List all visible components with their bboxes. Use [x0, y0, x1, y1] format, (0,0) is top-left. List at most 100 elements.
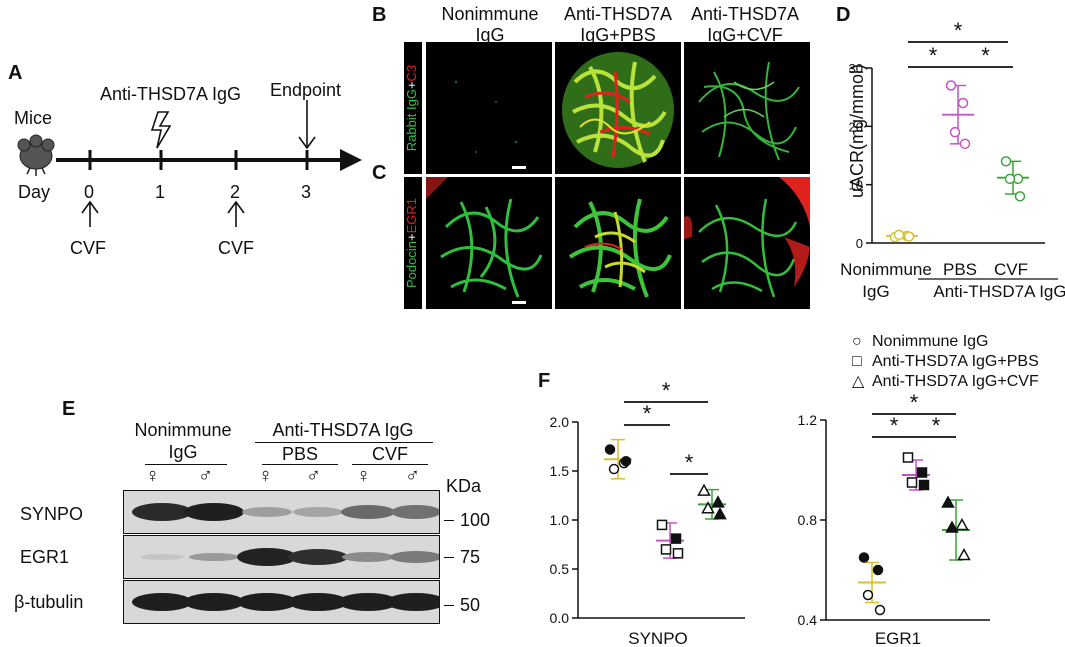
panel-label-f: F: [538, 370, 551, 392]
timeline-arrowhead: [340, 149, 362, 171]
stain-label-c-bar: Podocin+EGR1: [404, 177, 422, 309]
chart-egr1-sig-0-star: *: [910, 390, 919, 415]
cvf-label-day0: CVF: [70, 238, 106, 258]
chart-synpo-point: [701, 501, 715, 514]
panel-label-d: D: [836, 4, 851, 26]
chart-egr1-point: [902, 452, 914, 463]
panel-label-c: C: [372, 162, 387, 184]
blot-group1-line2: IgG: [168, 442, 198, 462]
chart-synpo-point: [608, 463, 620, 475]
uacr-point: [945, 80, 957, 91]
uacr-point: [903, 231, 915, 242]
sex-male-1: ♂: [198, 465, 213, 487]
uacr-sig-1vs3-star: *: [954, 18, 963, 43]
chart-synpo-sig-1-star: *: [643, 401, 652, 426]
synpo-chart: 0.0 0.5 1.0 1.5 2.0 * * * SYNPO: [550, 378, 745, 647]
chart-egr1-sig-2-star: *: [932, 413, 941, 438]
chart-egr1-point: [858, 552, 870, 563]
panel-label-b: B: [372, 4, 387, 26]
column-header-pbs: Anti-THSD7A IgG+PBS: [563, 4, 673, 45]
uacr-tick-label-0: 0: [856, 236, 863, 251]
chart-egr1-point: [918, 479, 930, 491]
mice-label: Mice: [14, 108, 53, 128]
sex-male-2: ♂: [306, 465, 321, 487]
chart-synpo-point: [672, 548, 684, 559]
chart-egr1-point: [957, 547, 971, 561]
chart-synpo-point: [713, 507, 727, 520]
micrograph-c-nonimmune: [426, 177, 552, 309]
uacr-x-label-cvf: CVF: [994, 260, 1028, 279]
chart-egr1-sig-1-star: *: [890, 413, 899, 438]
blot-strip-egr1: [123, 535, 440, 579]
chart-synpo-tick-label-2: 1.0: [550, 512, 570, 528]
chart-egr1-point: [945, 520, 959, 533]
stain-label-c: Podocin+EGR1: [404, 198, 419, 288]
panel-label-e: E: [62, 398, 76, 420]
chart-egr1-point: [916, 467, 928, 478]
uacr-sig-1vs2-star: *: [929, 43, 938, 68]
stain-label-b: Rabbit IgG+C3: [404, 64, 419, 152]
uacr-point: [893, 229, 905, 241]
uacr-x-label-pbs: PBS: [943, 260, 977, 279]
scale-bar: [512, 166, 526, 169]
micrograph-b-cvf: [684, 42, 810, 174]
kda-marker-75: 75: [460, 547, 481, 567]
legend: ○ Nonimmune IgG □ Anti-THSD7A IgG+PBS △ Ant…: [852, 332, 1039, 392]
chart-synpo-x-label: SYNPO: [628, 629, 688, 647]
uacr-chart: 0 10 20 30 * * * Nonimmune IgG PBS CVF Anti-THSD7A …: [840, 18, 1065, 301]
legend-item-cvf: △ Anti-THSD7A IgG+CVF: [852, 373, 1039, 390]
chart-synpo-point: [711, 495, 725, 508]
legend-item-nonimmune: ○ Nonimmune IgG: [852, 333, 989, 350]
legend-item-pbs: □ Anti-THSD7A IgG+PBS: [852, 353, 1039, 370]
panel-label-a: A: [8, 62, 23, 84]
tick-label-3: 3: [301, 182, 312, 202]
antibody-injection-label: Anti-THSD7A IgG: [100, 84, 242, 104]
uacr-tick-label-3: 30: [849, 61, 863, 76]
day-label: Day: [18, 182, 51, 202]
uacr-point: [1004, 173, 1016, 185]
chart-synpo-tick-label-4: 2.0: [550, 414, 570, 430]
micrograph-c-cvf: [684, 177, 810, 309]
uacr-sig-2vs3-star: *: [981, 43, 990, 68]
blot-row-label-egr1: EGR1: [20, 547, 70, 567]
chart-synpo-sig-0-star: *: [662, 378, 671, 403]
tick-label-1: 1: [155, 182, 166, 202]
blot-row-label-synpo: SYNPO: [20, 504, 84, 524]
endpoint-label: Endpoint: [270, 80, 342, 100]
chart-synpo-point: [620, 455, 632, 467]
kda-label: KDa: [446, 476, 482, 496]
column-header-nonimmune: Nonimmune IgG: [441, 4, 539, 45]
uacr-point: [959, 138, 971, 150]
chart-egr1-point: [862, 589, 874, 601]
uacr-y-label: uACR(mg/mmol): [847, 64, 867, 199]
sex-female-2: ♀: [258, 465, 273, 487]
uacr-tick-label-2: 20: [849, 119, 863, 134]
chart-synpo-tick-label-3: 1.5: [550, 463, 570, 479]
chart-egr1-point: [955, 517, 969, 531]
chart-egr1-point: [872, 564, 884, 576]
uacr-tick-label-1: 10: [849, 178, 863, 193]
egr1-chart: 0.4 0.8 1.2 * * * EGR1: [798, 390, 990, 647]
micrograph-b-pbs: [555, 42, 681, 174]
chart-egr1-point: [874, 604, 886, 616]
chart-egr1-tick-label-2: 1.2: [798, 412, 818, 428]
blot-strip-tubulin: [123, 580, 440, 624]
chart-egr1-tick-label-1: 0.8: [798, 512, 818, 528]
chart-synpo-tick-label-0: 0.0: [550, 610, 570, 626]
micrograph-c-pbs: [555, 177, 681, 309]
column-header-cvf: Anti-THSD7A IgG+CVF: [690, 4, 800, 45]
chart-egr1-x-label: EGR1: [875, 629, 921, 647]
chart-synpo-sig-2-star: *: [685, 450, 694, 475]
cvf-label-day2: CVF: [218, 238, 254, 258]
lightning-icon: [150, 111, 172, 149]
tick-label-2: 2: [230, 182, 241, 202]
tick-label-0: 0: [84, 182, 95, 202]
timeline-svg: [17, 100, 362, 227]
chart-synpo-point: [660, 544, 672, 555]
chart-synpo-point: [697, 483, 711, 496]
uacr-point: [949, 126, 961, 138]
chart-synpo-point: [604, 444, 616, 455]
blot-sub-cvf: CVF: [372, 444, 408, 464]
blot-group1-line1: Nonimmune: [134, 420, 232, 440]
blot-group2-line1: Anti-THSD7A IgG: [272, 420, 414, 440]
